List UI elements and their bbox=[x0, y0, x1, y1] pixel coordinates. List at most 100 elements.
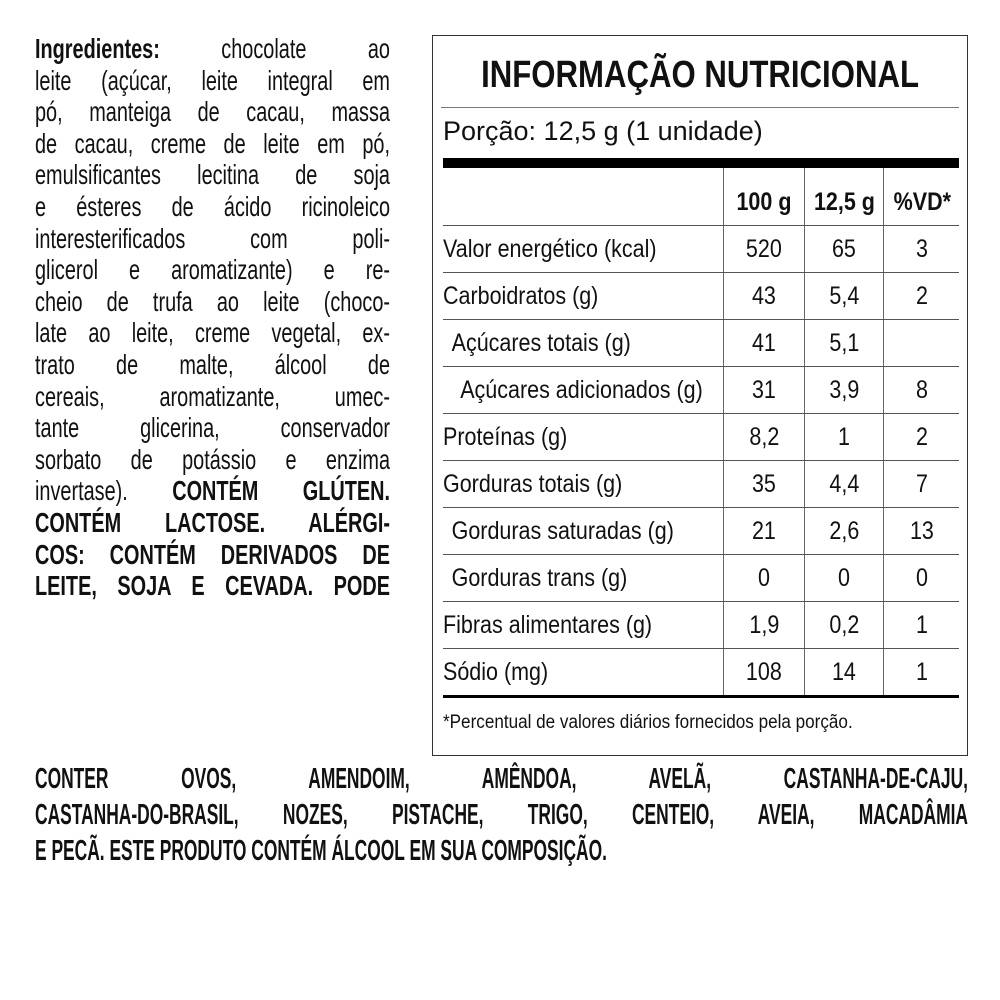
value-100g: 43 bbox=[723, 273, 804, 319]
value-vd: 3 bbox=[883, 226, 960, 272]
text: glicerol e aromatizante) e re- bbox=[35, 254, 390, 286]
bold-text: COS: CONTÉM DERIVADOS DE bbox=[35, 538, 390, 570]
table-row: Gorduras totais (g) 35 4,4 7 bbox=[443, 461, 959, 508]
table-row: Açúcares adicionados (g) 31 3,9 8 bbox=[443, 367, 959, 414]
value-vd: 13 bbox=[883, 508, 960, 554]
text: late ao leite, creme vegetal, ex- bbox=[35, 317, 390, 349]
allergen-warning: CONTER OVOS, AMENDOIM, AMÊNDOA, AVELÃ, C… bbox=[35, 761, 968, 869]
divider bbox=[441, 107, 959, 108]
table-row: Valor energético (kcal) 520 65 3 bbox=[443, 226, 959, 273]
value-portion: 5,1 bbox=[804, 320, 883, 366]
footnote: *Percentual de valores diários fornecido… bbox=[443, 712, 853, 733]
ingredients-line: interesterificados com poli- bbox=[35, 223, 390, 255]
ingredients-text: Ingredientes: chocolate ao leite (açúcar,… bbox=[35, 33, 390, 602]
ingredients-line: Ingredientes: chocolate ao bbox=[35, 33, 390, 65]
allergen-line: E PECÃ. ESTE PRODUTO CONTÉM ÁLCOOL EM SU… bbox=[35, 835, 607, 867]
nutrient-label: Açúcares totais (g) bbox=[451, 328, 631, 357]
allergen-line: CASTANHA-DO-BRASIL, NOZES, PISTACHE, TRI… bbox=[35, 799, 969, 831]
value-100g: 35 bbox=[723, 461, 804, 507]
nutrient-label: Açúcares adicionados (g) bbox=[460, 375, 703, 404]
ingredients-line: LEITE, SOJA E CEVADA. PODE bbox=[35, 570, 390, 602]
value-vd: 8 bbox=[883, 367, 960, 413]
table-row: Carboidratos (g) 43 5,4 2 bbox=[443, 273, 959, 320]
value-portion: 5,4 bbox=[804, 273, 883, 319]
value-vd bbox=[883, 320, 960, 366]
nutrient-rows: 100 g 12,5 g %VD* Valor energético (kcal… bbox=[443, 168, 959, 698]
table-row: Proteínas (g) 8,2 1 2 bbox=[443, 414, 959, 461]
ingredients-line: de cacau, creme de leite em pó, bbox=[35, 128, 390, 160]
portion-size: Porção: 12,5 g (1 unidade) bbox=[443, 116, 763, 146]
header-portion: 12,5 g bbox=[804, 168, 883, 225]
bold-text: LEITE, SOJA E CEVADA. PODE bbox=[35, 570, 390, 602]
value-portion: 0 bbox=[804, 555, 883, 601]
nutrition-facts-table: INFORMAÇÃO NUTRICIONAL Porção: 12,5 g (1… bbox=[432, 35, 968, 756]
ingredients-line: trato de malte, álcool de bbox=[35, 349, 390, 381]
text: sorbato de potássio e enzima bbox=[35, 443, 390, 475]
value-portion: 4,4 bbox=[804, 461, 883, 507]
text: interesterificados com poli- bbox=[35, 222, 390, 254]
text: pó, manteiga de cacau, massa bbox=[35, 96, 390, 128]
value-portion: 2,6 bbox=[804, 508, 883, 554]
header-vd: %VD* bbox=[883, 168, 960, 225]
nutrient-label: Carboidratos (g) bbox=[443, 281, 599, 310]
value-portion: 3,9 bbox=[804, 367, 883, 413]
ingredients-line: emulsificantes lecitina de soja bbox=[35, 159, 390, 191]
ingredients-line: glicerol e aromatizante) e re- bbox=[35, 254, 390, 286]
bold-text: CONTÉM LACTOSE. ALÉRGI- bbox=[35, 506, 390, 538]
nutrient-label: Gorduras totais (g) bbox=[443, 469, 623, 498]
ingredients-line: e ésteres de ácido ricinoleico bbox=[35, 191, 390, 223]
text: emulsificantes lecitina de soja bbox=[35, 159, 390, 191]
ingredients-line: late ao leite, creme vegetal, ex- bbox=[35, 317, 390, 349]
value-portion: 0,2 bbox=[804, 602, 883, 648]
value-vd: 7 bbox=[883, 461, 960, 507]
text: e ésteres de ácido ricinoleico bbox=[35, 190, 390, 222]
ingredients-line: pó, manteiga de cacau, massa bbox=[35, 96, 390, 128]
value-100g: 8,2 bbox=[723, 414, 804, 460]
value-100g: 31 bbox=[723, 367, 804, 413]
ingredients-line: invertase). CONTÉM GLÚTEN. bbox=[35, 475, 390, 507]
ingredients-line: cheio de trufa ao leite (choco- bbox=[35, 286, 390, 318]
ingredients-line: COS: CONTÉM DERIVADOS DE bbox=[35, 539, 390, 571]
value-vd: 1 bbox=[883, 649, 960, 695]
text: cheio de trufa ao leite (choco- bbox=[35, 285, 390, 317]
table-row: Gorduras trans (g) 0 0 0 bbox=[443, 555, 959, 602]
table-header-row: 100 g 12,5 g %VD* bbox=[443, 168, 959, 226]
text: chocolate ao bbox=[159, 33, 390, 64]
value-100g: 108 bbox=[723, 649, 804, 695]
value-vd: 2 bbox=[883, 414, 960, 460]
text: leite (açúcar, leite integral em bbox=[35, 64, 390, 96]
value-100g: 520 bbox=[723, 226, 804, 272]
allergen-line: CONTER OVOS, AMENDOIM, AMÊNDOA, AVELÃ, C… bbox=[35, 763, 969, 795]
bold-text: CONTÉM GLÚTEN. bbox=[172, 475, 390, 507]
nutrient-label: Fibras alimentares (g) bbox=[443, 610, 653, 639]
value-vd: 1 bbox=[883, 602, 960, 648]
table-row: Sódio (mg) 108 14 1 bbox=[443, 649, 959, 698]
ingredients-line: cereais, aromatizante, umec- bbox=[35, 381, 390, 413]
value-100g: 1,9 bbox=[723, 602, 804, 648]
text: tante glicerina, conservador bbox=[35, 412, 390, 444]
text: invertase). bbox=[35, 475, 173, 507]
value-portion: 14 bbox=[804, 649, 883, 695]
nutrient-label: Valor energético (kcal) bbox=[443, 234, 657, 263]
nutrition-title: INFORMAÇÃO NUTRICIONAL bbox=[481, 54, 919, 96]
value-vd: 0 bbox=[883, 555, 960, 601]
header-100g: 100 g bbox=[723, 168, 804, 225]
ingredients-line: leite (açúcar, leite integral em bbox=[35, 65, 390, 97]
nutrient-label: Proteínas (g) bbox=[443, 422, 568, 451]
text: cereais, aromatizante, umec- bbox=[35, 380, 390, 412]
table-row: Fibras alimentares (g) 1,9 0,2 1 bbox=[443, 602, 959, 649]
bold-text: Ingredientes: bbox=[35, 33, 160, 64]
value-100g: 21 bbox=[723, 508, 804, 554]
nutrient-label: Gorduras saturadas (g) bbox=[451, 516, 674, 545]
header-empty bbox=[443, 168, 721, 225]
thick-divider bbox=[443, 158, 959, 168]
value-100g: 0 bbox=[723, 555, 804, 601]
text: de cacau, creme de leite em pó, bbox=[35, 127, 390, 159]
ingredients-line: tante glicerina, conservador bbox=[35, 412, 390, 444]
nutrient-label: Sódio (mg) bbox=[443, 657, 549, 686]
nutrient-label: Gorduras trans (g) bbox=[451, 563, 628, 592]
table-row: Açúcares totais (g) 41 5,1 bbox=[443, 320, 959, 367]
ingredients-line: sorbato de potássio e enzima bbox=[35, 444, 390, 476]
ingredients-line: CONTÉM LACTOSE. ALÉRGI- bbox=[35, 507, 390, 539]
text: trato de malte, álcool de bbox=[35, 348, 390, 380]
